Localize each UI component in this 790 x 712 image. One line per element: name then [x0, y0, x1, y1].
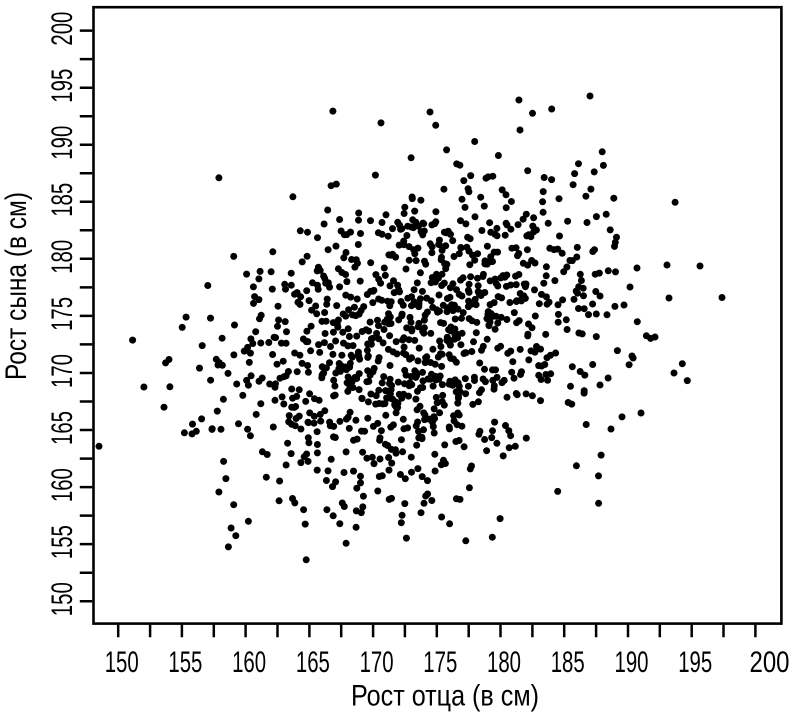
svg-text:Рост сына (в см): Рост сына (в см) [0, 192, 33, 380]
svg-text:150: 150 [105, 646, 139, 679]
svg-text:185: 185 [551, 646, 585, 679]
svg-text:155: 155 [168, 646, 202, 679]
svg-text:195: 195 [46, 69, 79, 103]
svg-text:160: 160 [46, 468, 79, 502]
svg-text:165: 165 [46, 411, 79, 445]
svg-text:175: 175 [46, 297, 79, 331]
svg-text:190: 190 [46, 126, 79, 160]
svg-text:160: 160 [232, 646, 266, 679]
svg-text:170: 170 [360, 646, 394, 679]
svg-text:180: 180 [46, 240, 79, 274]
svg-text:175: 175 [423, 646, 457, 679]
svg-text:185: 185 [46, 183, 79, 217]
svg-text:150: 150 [46, 582, 79, 616]
svg-text:155: 155 [46, 525, 79, 559]
svg-text:180: 180 [487, 646, 521, 679]
svg-text:200: 200 [46, 12, 79, 46]
svg-text:170: 170 [46, 354, 79, 388]
svg-text:200: 200 [750, 646, 790, 679]
svg-text:195: 195 [678, 646, 712, 679]
svg-text:190: 190 [615, 646, 649, 679]
svg-text:Рост отца (в см): Рост отца (в см) [351, 680, 539, 712]
svg-text:165: 165 [296, 646, 330, 679]
